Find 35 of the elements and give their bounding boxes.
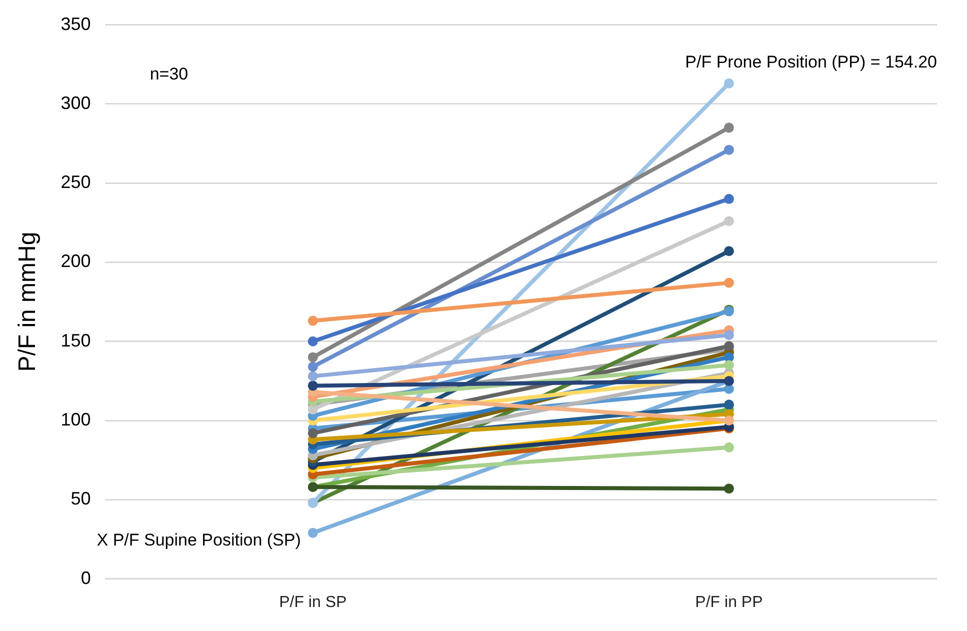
- point: [308, 336, 318, 346]
- point: [308, 316, 318, 326]
- point: [724, 442, 734, 452]
- point: [724, 484, 734, 494]
- y-axis-title: P/F in mmHg: [14, 232, 42, 372]
- point: [724, 216, 734, 226]
- point: [724, 330, 734, 340]
- point: [724, 246, 734, 256]
- point: [724, 341, 734, 352]
- y-tick-label: 150: [60, 330, 91, 350]
- y-tick-label: 250: [60, 172, 91, 192]
- x-tick-label: P/F in SP: [279, 594, 347, 611]
- y-tick-label: 50: [70, 488, 91, 509]
- point: [308, 528, 318, 538]
- point: [724, 122, 734, 133]
- y-tick-label: 0: [80, 568, 91, 588]
- x-tick-label: P/F in PP: [695, 594, 763, 611]
- point: [724, 278, 734, 288]
- point: [308, 362, 318, 372]
- point: [308, 380, 318, 391]
- point: [724, 78, 734, 88]
- y-tick-label: 300: [60, 92, 91, 113]
- point: [724, 144, 734, 155]
- annotation: P/F Prone Position (PP) = 154.20: [685, 52, 937, 72]
- y-tick-label: 200: [60, 251, 91, 272]
- point: [308, 371, 318, 382]
- point: [724, 400, 734, 410]
- annotation: n=30: [150, 64, 188, 84]
- point: [308, 352, 318, 362]
- y-tick-label: 350: [60, 14, 91, 34]
- annotation: X P/F Supine Position (SP): [96, 530, 301, 550]
- y-tick-label: 100: [60, 409, 91, 430]
- point: [724, 360, 734, 370]
- point: [308, 428, 318, 438]
- point: [724, 194, 734, 204]
